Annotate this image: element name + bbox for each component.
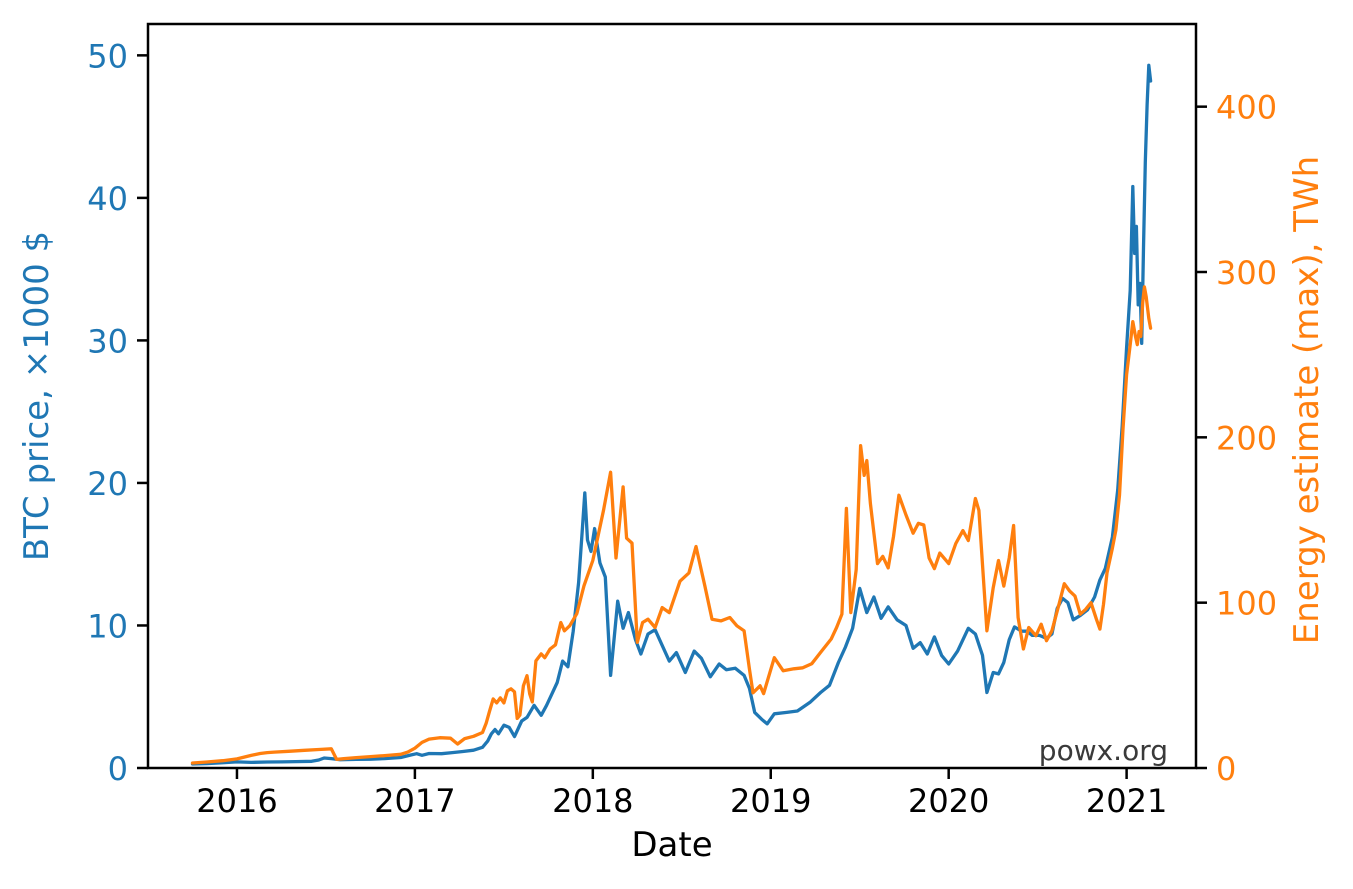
series-lines [190,63,1153,766]
watermark: powx.org [1039,734,1168,767]
x-tick-label: 2017 [374,782,455,820]
left-tick-label: 50 [87,37,128,75]
x-tick-label: 2016 [196,782,277,820]
left-tick-label: 10 [87,607,128,645]
x-tick-label: 2019 [730,782,811,820]
x-axis-ticks: 2016 2017 2018 2019 2020 2021 [196,768,1167,820]
series-line-energy-estimate [190,285,1153,765]
x-tick-label: 2020 [908,782,989,820]
series-line-btc-price [190,63,1153,766]
x-axis-label: Date [631,825,712,865]
right-tick-label: 200 [1216,419,1277,457]
right-tick-label: 300 [1216,254,1277,292]
left-axis-label: BTC price, ×1000 $ [17,231,57,561]
right-axis-ticks: 0 100 200 300 400 [1196,89,1277,788]
left-tick-label: 30 [87,322,128,360]
left-tick-label: 40 [87,180,128,218]
right-tick-label: 400 [1216,89,1277,127]
right-tick-label: 0 [1216,750,1236,788]
left-axis-ticks: 0 10 20 30 40 50 [87,37,148,788]
right-tick-label: 100 [1216,585,1277,623]
plot-area [146,22,1198,770]
left-tick-label: 20 [87,465,128,503]
x-tick-label: 2021 [1086,782,1167,820]
x-tick-label: 2018 [552,782,633,820]
left-tick-label: 0 [108,750,128,788]
right-axis-label: Energy estimate (max), TWh [1287,156,1327,644]
